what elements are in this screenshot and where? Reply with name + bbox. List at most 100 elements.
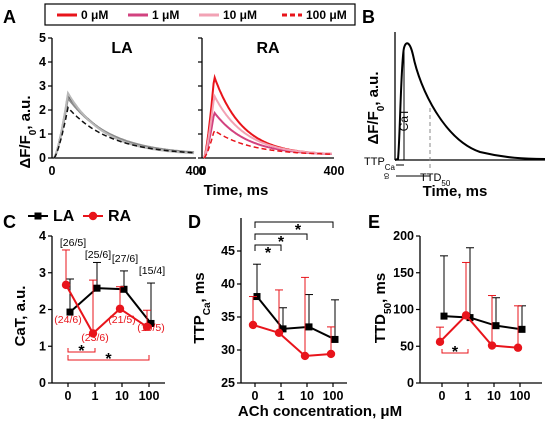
legend-label-0: 0 μM (81, 8, 108, 22)
panel-d-plot: 25 30 35 40 45 0 1 10 100 * * * (221, 218, 347, 403)
panel-c-n-la-0: [26/5] (60, 237, 86, 249)
c-plot-xtick-label-1: 1 (92, 389, 99, 403)
panel-e-sig-star-0: * (452, 344, 459, 361)
e-plot-marker-la-1 (466, 314, 474, 322)
panel-b-cat-label: CaT (397, 108, 411, 131)
panel-c-sig-bracket-1 (67, 355, 150, 361)
panel-c-n-la-1: [25/6] (85, 249, 111, 261)
la-trace-1 (53, 95, 195, 159)
panel-a-xtick-la-0: 0 (49, 164, 56, 178)
panel-c-sig-bracket-0 (67, 348, 96, 353)
e-plot-marker-ra-1 (461, 311, 471, 320)
panel-b: ΔF/F0, a.u. Time, ms CaT TTPCa TTD50 t0 (364, 32, 546, 200)
d-plot-marker-ra-2 (300, 351, 310, 361)
shared-xlabel: ACh concentration, μM (238, 403, 402, 420)
panel-d-sig-star-1: * (278, 234, 285, 251)
e-plot-ytick-label-2: 100 (393, 303, 414, 317)
c-plot-ytick-label-4: 4 (39, 229, 46, 243)
e-plot-series-line-0 (443, 315, 523, 331)
panel-d-sig-bracket-1 (254, 233, 308, 240)
ra-trace-0 (203, 73, 332, 159)
ra-trace-1 (203, 110, 332, 159)
c-plot-ytick-label-3: 3 (39, 266, 46, 280)
legend-la-label: LA (53, 208, 75, 225)
panel-b-ttd-label: TTD50 (420, 172, 451, 188)
d-plot-xtick-label-0: 0 (252, 389, 259, 403)
panel-a-legend: 0 μM 1 μM 10 μM 100 μM (57, 8, 347, 22)
d-plot-xtick-label-1: 1 (278, 389, 285, 403)
d-plot-ytick-label-2: 35 (221, 310, 235, 324)
c-plot-marker-la-1 (93, 284, 101, 292)
panel-a-xtick-ra-0: 0 (199, 164, 206, 178)
panel-d-sig-star-2: * (265, 245, 272, 262)
panel-c-sig-star-1: * (105, 351, 112, 368)
panel-c-n-la-2: [27/6] (112, 253, 138, 265)
c-plot-marker-la-0 (66, 308, 74, 316)
legend-label-3: 100 μM (306, 8, 347, 22)
d-plot-xtick-label-3: 100 (323, 389, 344, 403)
c-plot-xtick-label-0: 0 (65, 389, 72, 403)
panel-c-n-ra-3: (19/5) (137, 322, 164, 334)
c-plot-marker-ra-1 (88, 329, 98, 338)
d-plot-marker-la-3 (331, 335, 339, 343)
panel-c-plot: 0 1 2 3 4 0 1 10 100 [26/5][25/6] [27/6][15/4] (24/… (39, 229, 165, 403)
c-plot-marker-la-2 (120, 285, 128, 293)
d-plot-marker-la-1 (279, 325, 287, 333)
e-plot-xtick-label-1: 1 (465, 389, 472, 403)
d-plot-ytick-label-1: 30 (221, 343, 235, 357)
panel-a-ytick-label-3: 3 (39, 79, 46, 93)
panel-a-ytick-label-2: 2 (39, 103, 46, 117)
panel-a-la-title: LA (111, 40, 133, 57)
e-plot-xtick-label-0: 0 (439, 389, 446, 403)
c-plot-xtick-label-2: 10 (115, 389, 129, 403)
panel-a-ylabel: ΔF/F0, a.u. (17, 95, 39, 168)
panel-a-ytick-label-4: 4 (39, 55, 46, 69)
panel-c-n-la-3: [15/4] (139, 265, 165, 277)
e-plot-ytick-label-3: 150 (393, 266, 414, 280)
panel-a-ytick-label-5: 5 (39, 31, 46, 45)
panel-c-n-ra-0: (24/6) (54, 314, 81, 326)
e-plot-marker-ra-2 (487, 341, 497, 350)
e-plot-xtick-label-3: 100 (510, 389, 531, 403)
panel-a-xlabel: Time, ms (204, 182, 269, 199)
legend-label-2: 10 μM (223, 8, 257, 22)
la-trace-3 (53, 106, 195, 159)
legend-ra-label: RA (108, 208, 132, 225)
d-plot-marker-ra-0 (248, 320, 258, 330)
panel-d-sig-bracket-2 (254, 244, 282, 251)
c-plot-ytick-label-0: 0 (39, 376, 46, 390)
d-plot-series-line-1 (252, 323, 332, 357)
d-plot-marker-la-2 (305, 323, 313, 331)
ra-trace-2 (203, 93, 332, 159)
d-plot-ytick-label-0: 25 (221, 376, 235, 390)
panel-b-diagram (394, 32, 546, 177)
panel-a-ytick-label-0: 0 (39, 151, 46, 165)
panel-b-xlabel: Time, ms (423, 183, 488, 200)
c-plot-series-line-1 (65, 284, 148, 335)
c-plot-series-line-0 (69, 287, 152, 325)
panel-d-ylabel: TTPCa, ms (191, 272, 213, 343)
panel-c-legend: LA RA (28, 208, 132, 225)
panel-c-sig-star-0: * (78, 343, 85, 360)
panel-e-ylabel: TTD50, ms (372, 273, 394, 343)
e-plot-marker-la-3 (518, 325, 526, 333)
panel-a-ra-title: RA (256, 40, 280, 57)
panel-c-ylabel: CaT, a.u. (12, 286, 29, 347)
panel-b-ttp-label: TTPCa (364, 156, 396, 172)
panel-a-traces (53, 73, 332, 159)
panel-a-xtick-ra-400: 400 (324, 164, 345, 178)
panel-d-sig-star-0: * (295, 222, 302, 239)
panel-c-n-ra-2: (21/5) (108, 314, 135, 326)
d-plot-xtick-label-2: 10 (300, 389, 314, 403)
e-plot-marker-la-0 (440, 312, 448, 320)
legend-la-marker (34, 212, 42, 220)
legend-ra-marker (88, 211, 98, 221)
d-plot-ytick-label-4: 45 (221, 244, 235, 258)
c-plot-marker-ra-0 (61, 280, 71, 290)
d-plot-ytick-label-3: 40 (221, 277, 235, 291)
c-plot-marker-la-3 (147, 319, 155, 327)
panel-a-ytick-label-1: 1 (39, 127, 46, 141)
